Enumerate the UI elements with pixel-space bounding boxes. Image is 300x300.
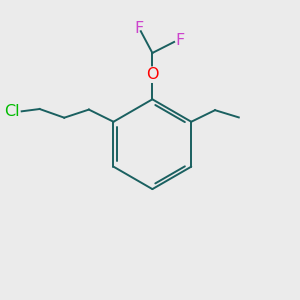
Text: O: O <box>146 67 159 82</box>
Text: F: F <box>135 21 144 36</box>
Text: F: F <box>176 33 185 48</box>
Text: Cl: Cl <box>4 104 20 119</box>
